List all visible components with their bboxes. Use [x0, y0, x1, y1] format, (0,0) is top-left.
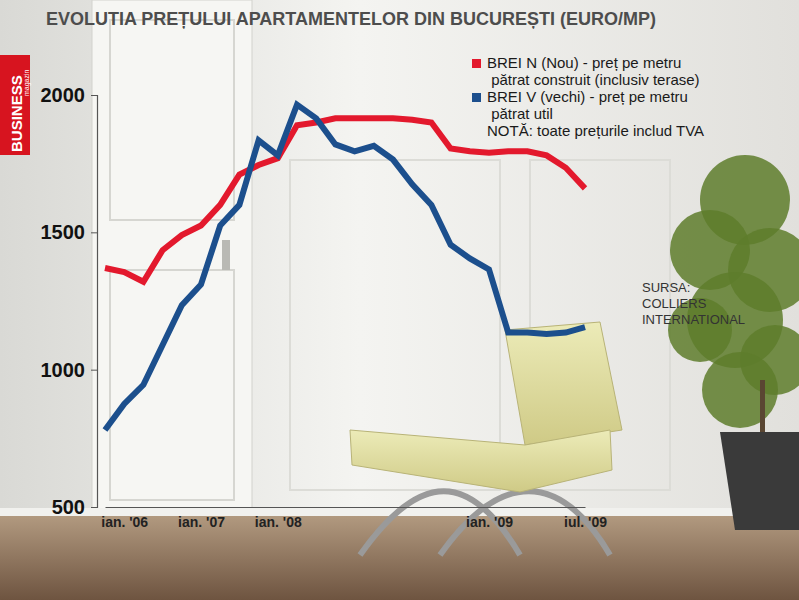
y-tick-mark: [91, 370, 97, 371]
door-panel: [110, 20, 234, 220]
y-tick-label: 2000: [41, 84, 86, 106]
legend-swatch: [472, 93, 481, 102]
y-tick-mark: [91, 232, 97, 233]
x-tick-label: iul. '09: [564, 514, 607, 530]
y-tick: 1000: [41, 359, 98, 381]
x-tick: ian. '08: [255, 507, 302, 530]
y-tick-mark: [91, 507, 97, 508]
y-tick-mark: [91, 95, 97, 96]
chair: [350, 322, 622, 555]
series-line: [105, 105, 585, 430]
x-tick: iul. '09: [564, 507, 607, 530]
background: [0, 0, 799, 600]
legend: BREI N (Nou) - preț pe metru pătrat cons…: [472, 54, 704, 139]
x-axis: ian. '06 ian. '07 ian. '08 ian. '09 iul. '09: [101, 507, 607, 530]
y-axis: 500 1000 1500 2000: [41, 84, 98, 518]
y-tick-label: 1000: [41, 359, 86, 381]
chair-seat: [350, 430, 612, 492]
source-text: SURSA:: [642, 280, 690, 295]
door-panel: [110, 270, 234, 500]
y-tick-label: 1500: [41, 221, 86, 243]
plot-area: [105, 105, 585, 430]
chair-frame: [360, 491, 610, 555]
x-tick-label: ian. '06: [101, 514, 148, 530]
x-tick-label: ian. '08: [255, 514, 302, 530]
logo-box: [0, 55, 30, 155]
y-axis-line: [91, 96, 98, 508]
x-tick: ian. '09: [466, 507, 513, 530]
x-axis-line: [106, 507, 586, 508]
x-tick-label: ian. '09: [466, 514, 513, 530]
legend-label: BREI V (vechi) - preț pe metru pătrat ut…: [487, 88, 688, 122]
logo-subtext: magazin: [23, 69, 31, 96]
door: [92, 0, 252, 520]
series-line: [105, 118, 585, 281]
source-text: INTERNATIONAL: [642, 312, 745, 327]
plant-stem: [760, 380, 765, 440]
legend-label: BREI N (Nou) - preț pe metru pătrat cons…: [487, 54, 700, 88]
note: NOTĂ: toate prețurile includ TVA: [487, 122, 704, 139]
x-tick-label: ian. '07: [178, 514, 225, 530]
y-tick: 2000: [41, 84, 98, 106]
chart: EVOLUTIA PREȚULUI APARTAMENTELOR DIN BUC…: [0, 0, 799, 600]
y-tick: 1500: [41, 221, 98, 243]
y-tick-label: 500: [52, 496, 85, 518]
plant-pot: [720, 432, 799, 530]
plant-leaves: [702, 352, 778, 428]
source-text: COLLIERS: [642, 296, 707, 311]
legend-swatch: [472, 59, 481, 68]
source: SURSA:COLLIERSINTERNATIONAL: [642, 280, 745, 327]
x-tick: ian. '07: [178, 507, 225, 530]
wall: [0, 0, 799, 600]
y-tick: 500: [52, 496, 97, 518]
title: EVOLUTIA PREȚULUI APARTAMENTELOR DIN BUC…: [46, 9, 656, 29]
x-tick: ian. '06: [101, 507, 148, 530]
door-handle: [222, 240, 230, 270]
chair-back: [505, 322, 622, 445]
logo: BUSINESSmagazin: [0, 55, 31, 155]
plant: [668, 155, 799, 530]
